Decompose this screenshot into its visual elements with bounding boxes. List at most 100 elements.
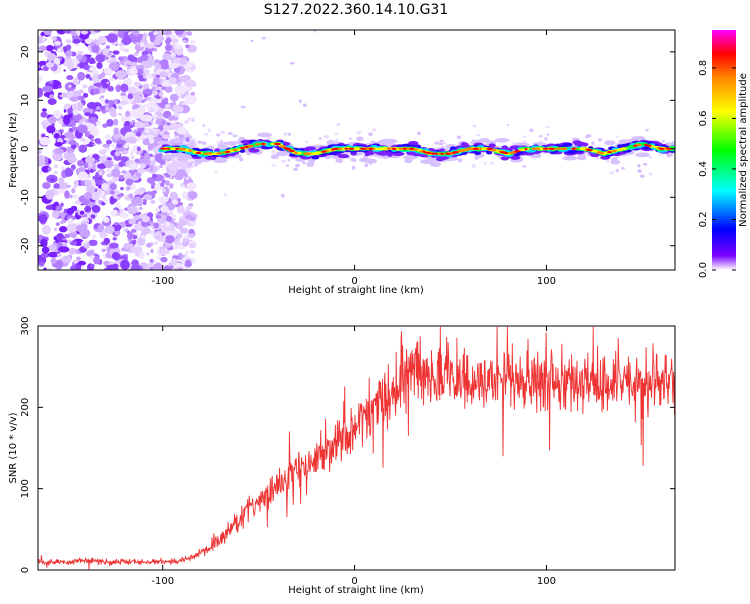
noise-cell <box>64 190 70 199</box>
noise-cell <box>42 85 54 93</box>
noise-cell <box>128 67 138 76</box>
noise-cell <box>101 98 105 103</box>
noise-cell <box>137 106 147 113</box>
noise-cell <box>148 220 154 226</box>
noise-cell <box>87 163 94 168</box>
noise-speckle <box>615 169 619 173</box>
signal-cell <box>217 143 224 149</box>
noise-cell <box>115 70 128 79</box>
noise-cell <box>102 216 110 223</box>
noise-cell <box>143 194 153 200</box>
signal-cell <box>294 151 298 155</box>
noise-cell <box>109 77 116 82</box>
noise-cell <box>117 105 123 110</box>
noise-cell <box>108 61 120 72</box>
noise-cell <box>42 181 51 190</box>
signal-cell <box>304 146 316 151</box>
noise-cell <box>66 223 78 233</box>
noise-cell <box>120 92 127 97</box>
signal-cell <box>296 151 302 155</box>
noise-cell <box>53 201 59 207</box>
noise-cell <box>143 103 148 108</box>
signal-cell <box>487 148 493 151</box>
signal-cell <box>633 144 638 147</box>
signal-cell <box>227 141 237 146</box>
noise-cell <box>131 155 135 160</box>
noise-cell <box>179 83 184 88</box>
noise-cell <box>99 149 107 155</box>
noise-speckle <box>364 163 369 168</box>
signal-cell <box>432 152 438 155</box>
noise-cell <box>176 205 185 214</box>
noise-cell <box>153 260 157 265</box>
noise-cell <box>104 99 109 104</box>
noise-cell <box>136 188 145 195</box>
noise-cell <box>168 77 177 85</box>
noise-cell <box>152 262 163 270</box>
signal-cell <box>659 147 665 150</box>
noise-cell <box>40 111 48 118</box>
noise-cell <box>169 122 180 131</box>
noise-cell <box>162 53 172 61</box>
snr-ylabel: SNR (10 * v/v) <box>8 412 19 483</box>
noise-cell <box>146 102 156 109</box>
noise-cell <box>150 199 156 204</box>
noise-cell <box>158 125 164 131</box>
noise-cell <box>104 67 112 75</box>
noise-cell <box>158 91 164 97</box>
noise-speckle <box>287 132 292 136</box>
noise-cell <box>86 101 98 109</box>
noise-cell <box>95 160 99 164</box>
noise-cell <box>155 74 161 78</box>
noise-cell <box>160 205 169 213</box>
noise-cell <box>159 165 164 168</box>
signal-cell <box>338 147 343 151</box>
noise-speckle <box>250 39 254 42</box>
noise-speckle <box>472 124 477 128</box>
noise-cell <box>122 35 132 45</box>
signal-cell <box>321 150 327 153</box>
noise-cell <box>172 245 180 250</box>
noise-cell <box>156 235 160 240</box>
signal-cell <box>403 154 418 160</box>
noise-cell <box>71 103 79 111</box>
signal-cell <box>490 148 497 152</box>
noise-cell <box>79 210 85 215</box>
noise-speckle <box>281 193 285 198</box>
signal-cell <box>386 147 392 150</box>
noise-cell <box>56 252 62 257</box>
signal-cell <box>306 162 315 167</box>
noise-cell <box>150 182 156 187</box>
noise-cell <box>115 84 122 93</box>
noise-cell <box>184 259 192 268</box>
noise-cell <box>94 30 101 33</box>
noise-cell <box>54 148 64 155</box>
noise-cell <box>183 235 188 239</box>
noise-cell <box>103 237 111 245</box>
noise-cell <box>107 85 114 92</box>
noise-cell <box>186 116 193 122</box>
noise-cell <box>190 91 196 96</box>
noise-cell <box>140 235 147 239</box>
noise-cell <box>68 247 77 255</box>
noise-cell <box>76 50 84 56</box>
noise-cell <box>184 79 196 88</box>
noise-cell <box>139 114 153 122</box>
noise-speckle <box>594 156 601 160</box>
noise-cell <box>52 264 56 268</box>
noise-cell <box>85 73 91 79</box>
noise-cell <box>65 39 72 44</box>
noise-cell <box>85 122 91 127</box>
noise-cell <box>112 50 120 55</box>
noise-cell <box>87 54 92 58</box>
noise-cell <box>120 96 126 100</box>
noise-cell <box>162 124 171 131</box>
noise-cell <box>128 218 136 225</box>
noise-cell <box>144 152 151 160</box>
noise-cell <box>120 259 130 270</box>
signal-cell <box>473 147 479 150</box>
noise-cell <box>154 207 161 213</box>
noise-cell <box>169 265 174 270</box>
noise-speckle <box>616 135 619 138</box>
